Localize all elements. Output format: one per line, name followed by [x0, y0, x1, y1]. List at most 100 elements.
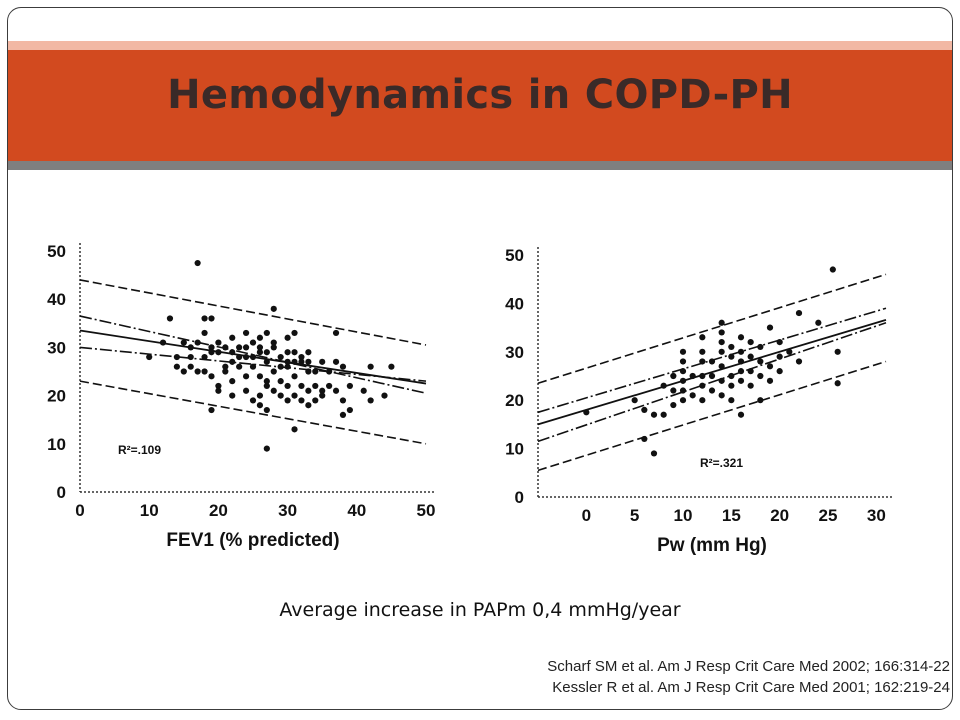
chart-1-point-39: [728, 397, 735, 404]
chart-0-point-95: [305, 358, 312, 365]
chart-0-point-10: [291, 329, 298, 337]
chart-1-point-21: [699, 358, 706, 365]
chart-0-point-29: [277, 353, 284, 361]
chart-1-point-54: [766, 324, 774, 331]
chart-0-point-54: [305, 368, 312, 375]
chart-1-point-28: [718, 319, 725, 326]
chart-0-point-63: [242, 387, 250, 394]
chart-1-point-45: [737, 411, 745, 418]
chart-0-ytick-label-5: 50: [47, 242, 66, 261]
chart-0-point-49: [270, 368, 277, 375]
chart-0-point-34: [312, 368, 319, 375]
chart-0-point-15: [180, 339, 187, 346]
chart-0-point-86: [242, 344, 250, 351]
chart-0-point-66: [263, 378, 270, 385]
chart-1-point-12: [679, 358, 687, 365]
chart-1-point-22: [699, 372, 706, 380]
reference-1: Scharf SM et al. Am J Resp Crit Care Med…: [547, 658, 950, 675]
chart-0-point-92: [284, 349, 291, 356]
chart-1-point-24: [699, 397, 706, 404]
chart-0-point-11: [332, 329, 340, 337]
chart-0-point-59: [339, 363, 347, 370]
chart-0-point-45: [242, 373, 250, 380]
chart-0-point-88: [256, 344, 264, 351]
chart-0-point-107: [367, 363, 374, 370]
chart-0-point-7: [256, 334, 264, 341]
chart-0-point-77: [339, 397, 347, 404]
chart-0-point-33: [305, 349, 312, 356]
chart-0-point-26: [256, 349, 264, 356]
chart-1-point-32: [718, 363, 725, 370]
chart-1-point-58: [776, 353, 783, 360]
chart-0-point-98: [263, 406, 270, 414]
chart-0-point-32: [298, 358, 305, 365]
chart-0-point-65: [256, 392, 264, 399]
chart-0-point-80: [201, 329, 208, 337]
chart-0-point-6: [242, 329, 250, 337]
chart-1-point-59: [776, 368, 783, 375]
chart-0-point-101: [339, 411, 347, 418]
chart-1-point-4: [650, 450, 658, 457]
chart-0-point-20: [215, 349, 222, 356]
chart-0-point-94: [298, 353, 305, 361]
chart-1-point-5: [650, 411, 658, 418]
chart-0-point-25: [249, 363, 257, 370]
chart-0-point-96: [208, 406, 215, 414]
chart-1-ytick-label-5: 50: [505, 246, 524, 265]
chart-0-point-21: [222, 363, 229, 370]
pw-scatter-chart: 0 10 20 30 40 50 0 5 10 15 20 25 30 Pw (mm Hg) R²=.321: [505, 246, 894, 556]
chart-0-point-104: [367, 397, 374, 404]
chart-0-point-36: [173, 363, 180, 370]
chart-1-point-10: [670, 401, 677, 409]
chart-1-confidence-band-1: [537, 322, 887, 443]
chart-1-xtick-label-6: 30: [867, 506, 886, 525]
chart-0-point-24: [242, 353, 250, 361]
fev1-scatter-chart: 0 10 20 30 40 50 0 10 20 30 40 50 FEV1 (% predicted)…: [47, 242, 436, 551]
chart-1-point-30: [718, 339, 725, 346]
chart-0-point-56: [319, 387, 326, 394]
chart-0-point-93: [291, 358, 298, 365]
chart-0-r-squared-annotation: R²=.109: [118, 443, 161, 457]
chart-1-xtick-label-4: 20: [770, 506, 789, 525]
chart-0-point-73: [312, 397, 319, 404]
chart-1-point-3: [641, 406, 648, 413]
chart-0-point-72: [305, 387, 312, 394]
chart-1-point-42: [737, 358, 745, 365]
chart-0-point-97: [256, 402, 264, 409]
chart-1-point-14: [679, 377, 687, 384]
chart-0-point-52: [291, 373, 298, 380]
chart-1-point-33: [718, 377, 725, 384]
chart-1-point-25: [708, 358, 716, 365]
chart-0-point-71: [298, 397, 305, 404]
chart-0-point-4: [270, 305, 277, 312]
chart-0-ytick-label-1: 10: [47, 435, 66, 454]
chart-0-point-0: [194, 259, 201, 267]
chart-0-point-17: [194, 368, 201, 375]
chart-0-point-67: [270, 387, 277, 394]
chart-1-point-66: [834, 380, 841, 387]
reference-2: Kessler R et al. Am J Resp Crit Care Med…: [552, 679, 950, 696]
chart-0-point-102: [346, 406, 353, 414]
chart-0-ytick-label-3: 30: [47, 338, 66, 357]
chart-1-point-26: [708, 372, 716, 380]
chart-0-xtick-label-5: 50: [417, 501, 436, 520]
chart-0-point-99: [284, 397, 291, 404]
chart-1-point-53: [757, 397, 764, 404]
chart-0-point-3: [208, 315, 215, 322]
chart-0-point-31: [291, 349, 298, 356]
chart-0-point-87: [249, 339, 257, 346]
chart-0-point-27: [263, 358, 270, 365]
chart-0-point-28: [270, 344, 277, 351]
chart-1-point-36: [728, 353, 735, 360]
chart-0-point-50: [277, 378, 284, 385]
chart-0-point-74: [319, 392, 326, 399]
chart-0-point-53: [298, 382, 305, 390]
references: Scharf SM et al. Am J Resp Crit Care Med…: [547, 656, 950, 698]
chart-0-point-41: [215, 382, 222, 390]
chart-0-xtick-label-4: 40: [347, 501, 366, 520]
chart-1-point-1: [631, 397, 638, 404]
chart-1-xtick-label-0: 0: [582, 506, 591, 525]
chart-0-point-48: [263, 382, 270, 390]
chart-0-x-axis-label: FEV1 (% predicted): [166, 530, 339, 551]
chart-0-point-23: [236, 344, 243, 351]
